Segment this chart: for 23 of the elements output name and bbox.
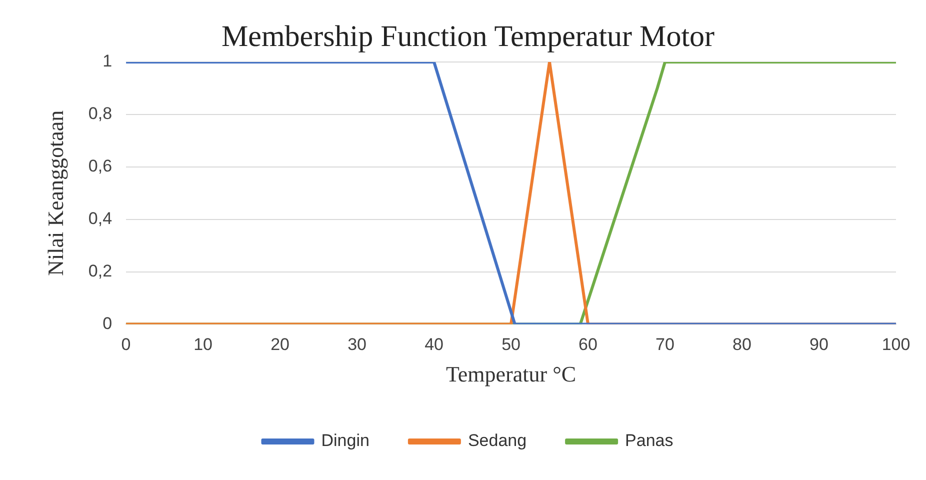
legend-label: Sedang [468,431,527,450]
x-tick-label: 60 [578,335,598,354]
x-tick-label: 80 [732,335,752,354]
legend-label: Panas [625,431,674,450]
y-axis-title: Nilai Keanggotaan [42,110,68,276]
y-tick-label: 0,4 [88,209,112,228]
x-tick-label: 40 [424,335,444,354]
y-tick-label: 0,2 [88,261,112,280]
chart-title: Membership Function Temperatur Motor [221,20,715,53]
x-axis-title: Temperatur °C [446,362,576,387]
y-tick-label: 0,8 [88,104,112,124]
x-tick-label: 30 [348,335,366,354]
y-tick-label: 1 [102,52,112,71]
x-tick-label: 50 [502,335,520,354]
x-tick-label: 0 [121,335,131,354]
x-tick-label: 90 [810,335,828,354]
x-tick-label: 100 [882,335,910,354]
x-tick-label: 20 [270,335,290,354]
x-tick-label: 10 [194,335,212,354]
legend-label: Dingin [321,431,370,450]
x-tick-label: 70 [656,335,674,354]
y-tick-label: 0,6 [88,156,112,176]
y-tick-label: 0 [102,314,112,333]
